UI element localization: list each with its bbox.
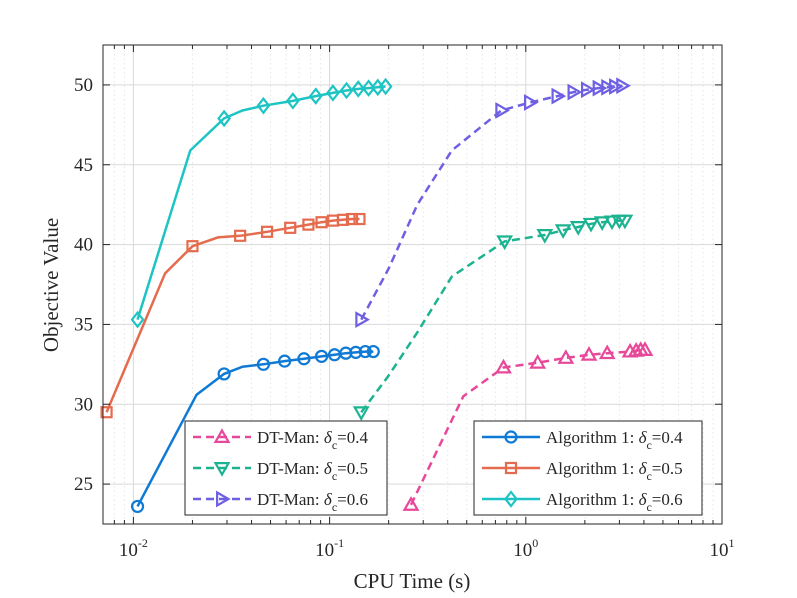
legend-prefix: Algorithm 1:: [546, 428, 639, 447]
objective-vs-cpu-time-chart: 25303540455010-2 10-1 100 101 CPU Time (s) …: [0, 0, 797, 598]
y-tick-label: 50: [74, 75, 93, 96]
y-tick-label: 40: [74, 235, 93, 256]
x-tick-base: 10: [513, 540, 532, 561]
legend-suffix: =0.4: [337, 428, 368, 447]
x-tick-exponent: 0: [532, 536, 538, 550]
legend-prefix: DT-Man:: [257, 459, 324, 478]
x-tick-exponent: -2: [138, 536, 148, 550]
legend-prefix: Algorithm 1:: [546, 490, 639, 509]
legend-suffix: =0.5: [652, 459, 683, 478]
y-axis-label: Objective Value: [39, 218, 63, 352]
x-tick-label: 10-2: [119, 536, 148, 561]
legend-prefix: DT-Man:: [257, 490, 324, 509]
legend-suffix: =0.4: [652, 428, 683, 447]
x-tick-base: 10: [710, 540, 729, 561]
x-tick-base: 10: [119, 540, 138, 561]
legend-suffix: =0.6: [337, 490, 368, 509]
x-tick-label: 100: [513, 536, 538, 561]
legend-suffix: =0.5: [337, 459, 368, 478]
y-tick-label: 30: [74, 394, 93, 415]
y-tick-label: 35: [74, 314, 93, 335]
x-tick-base: 10: [315, 540, 334, 561]
legend-prefix: Algorithm 1:: [546, 459, 639, 478]
x-tick-label: 10-1: [315, 536, 344, 561]
x-tick-exponent: -1: [334, 536, 344, 550]
x-tick-exponent: 1: [729, 536, 735, 550]
x-tick-label: 101: [710, 536, 735, 561]
y-tick-label: 25: [74, 474, 93, 495]
legend-prefix: DT-Man:: [257, 428, 324, 447]
legend-suffix: =0.6: [652, 490, 683, 509]
y-tick-label: 45: [74, 155, 93, 176]
x-axis-label: CPU Time (s): [354, 569, 471, 593]
legend-bottom-left: DT-Man: δc=0.4DT-Man: δc=0.5DT-Man: δc=0…: [185, 421, 387, 515]
